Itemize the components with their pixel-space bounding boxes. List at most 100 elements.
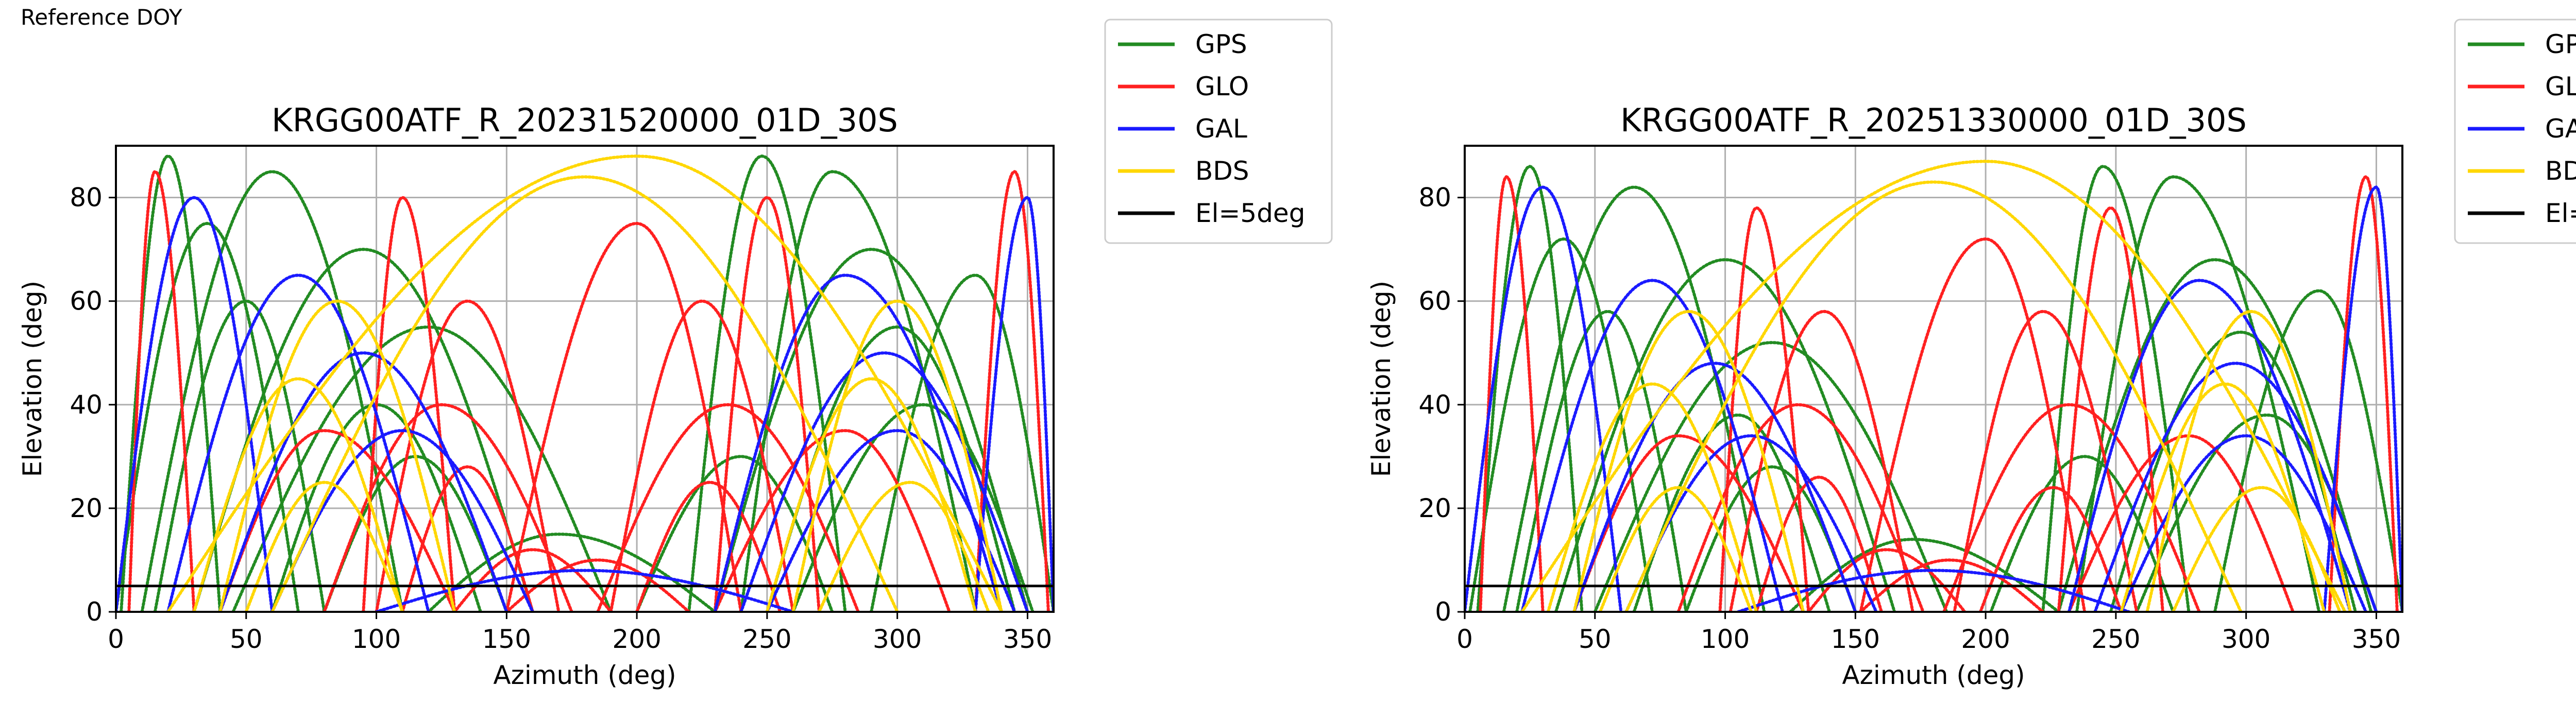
y-tick-label: 40 xyxy=(1418,390,1451,420)
arc-glo-13 xyxy=(974,170,1050,612)
arc-bds-4 xyxy=(791,299,1003,612)
legend-box xyxy=(2454,19,2576,244)
x-axis-label: Azimuth (deg) xyxy=(1842,660,2025,690)
y-tick-label: 20 xyxy=(70,493,103,523)
arc-gps-11 xyxy=(791,403,1035,612)
legend-label-4: El=5deg xyxy=(2545,198,2576,228)
legend-label-1: GLO xyxy=(2545,72,2576,101)
x-tick-label: 350 xyxy=(2352,624,2401,654)
arc-glo-10 xyxy=(218,429,456,612)
arc-glo-12 xyxy=(127,170,196,612)
x-tick-label: 300 xyxy=(873,624,922,654)
arc-bds-3 xyxy=(2120,382,2326,612)
arc-bds-2 xyxy=(244,481,404,612)
arc-gal-7 xyxy=(974,196,1054,612)
arc-gal-4 xyxy=(2093,362,2378,612)
arc-gal-7 xyxy=(2323,185,2402,612)
arc-glo-9 xyxy=(635,481,782,612)
arc-glo-6 xyxy=(1807,548,1967,612)
x-tick-label: 50 xyxy=(230,624,263,654)
arc-gal-6 xyxy=(1465,185,1623,612)
chart-1: 0 50 100 150 200 250 300 350 0 20 40 60 80 KRGG00ATF_… xyxy=(18,19,1333,690)
x-tick-label: 100 xyxy=(352,624,401,654)
figure-text: Reference DOY xyxy=(21,5,182,30)
y-tick-label: 80 xyxy=(70,183,103,213)
data-layer xyxy=(1465,160,2402,612)
legend-box xyxy=(1104,19,1333,244)
arc-bds-1 xyxy=(1572,310,1805,612)
series-bds xyxy=(166,155,1003,612)
arc-glo-14 xyxy=(1859,237,2087,612)
arc-gps-9 xyxy=(713,248,1029,612)
arc-bds-0 xyxy=(192,377,404,612)
arc-gal-8 xyxy=(1736,569,2131,612)
legend-label-1: GLO xyxy=(1195,72,1249,101)
arc-gps-15 xyxy=(635,455,834,612)
x-tick-label: 50 xyxy=(1579,624,1612,654)
y-axis-label: Elevation (deg) xyxy=(1366,281,1396,477)
x-tick-label: 0 xyxy=(1456,624,1473,654)
arc-gps-1 xyxy=(140,170,404,612)
arc-gps-12 xyxy=(2041,165,2191,612)
series-glo xyxy=(127,170,1050,612)
arc-gal-3 xyxy=(713,273,1003,612)
arc-glo-0 xyxy=(1718,206,1810,612)
series-gps xyxy=(116,154,1054,612)
x-tick-label: 150 xyxy=(1831,624,1880,654)
arc-gps-1 xyxy=(1502,185,1766,612)
arc-bds-7 xyxy=(1624,180,2243,612)
y-tick-label: 60 xyxy=(1418,286,1451,316)
arc-gal-6 xyxy=(116,196,274,612)
arc-glo-8 xyxy=(401,465,534,612)
arc-gps-8 xyxy=(739,170,977,612)
arc-glo-9 xyxy=(1979,486,2123,612)
arc-glo-8 xyxy=(1755,475,1883,612)
arc-bds-5 xyxy=(818,481,990,612)
arc-gps-6 xyxy=(1515,310,1688,612)
y-axis-label: Elevation (deg) xyxy=(18,281,47,477)
axes-frame xyxy=(1464,145,2403,613)
arc-gal-0 xyxy=(166,273,430,612)
arc-gps-10 xyxy=(2109,330,2357,612)
arc-glo-4 xyxy=(609,299,795,612)
plots-container: 0 50 100 150 200 250 300 350 0 20 40 60 80 KRGG00ATF_… xyxy=(18,19,2576,690)
x-tick-label: 350 xyxy=(1003,624,1052,654)
arc-gps-2 xyxy=(1554,258,1896,612)
arc-bds-2 xyxy=(1598,486,1753,612)
x-tick-label: 200 xyxy=(1961,624,2010,654)
y-tick-label: 60 xyxy=(70,286,103,316)
arc-gal-0 xyxy=(1520,279,1784,612)
arc-gps-9 xyxy=(2057,258,2373,612)
arc-bds-6 xyxy=(166,155,1003,612)
axes-frame xyxy=(115,145,1055,613)
arc-gps-12 xyxy=(687,155,847,612)
arc-glo-4 xyxy=(1953,310,2139,612)
chart-2: 0 50 100 150 200 250 300 350 0 20 40 60 80 KRGG00ATF_… xyxy=(1366,19,2576,690)
data-layer xyxy=(116,154,1054,612)
arc-bds-6 xyxy=(1520,160,2347,612)
legend-label-2: GAL xyxy=(2545,114,2576,144)
arc-glo-1 xyxy=(375,299,561,612)
legend-label-4: El=5deg xyxy=(1195,198,1305,228)
arc-gps-14 xyxy=(1788,538,2060,612)
arc-glo-6 xyxy=(453,548,613,612)
legend-label-3: BDS xyxy=(1195,156,1249,186)
x-tick-label: 150 xyxy=(482,624,531,654)
series-bds xyxy=(1520,160,2352,612)
y-tick-label: 80 xyxy=(1418,183,1451,213)
x-axis-label: Azimuth (deg) xyxy=(493,660,676,690)
legend-label-0: GPS xyxy=(2545,29,2576,59)
series-gal xyxy=(1465,185,2402,612)
y-tick-label: 0 xyxy=(86,597,103,627)
arc-bds-0 xyxy=(1546,382,1758,612)
series-gps xyxy=(1468,165,2402,612)
arc-gps-3 xyxy=(1593,341,1948,612)
arc-gps-13 xyxy=(2213,289,2402,612)
arc-gal-3 xyxy=(2067,279,2352,612)
arc-gal-5 xyxy=(2120,434,2368,612)
x-tick-label: 250 xyxy=(2091,624,2140,654)
chart-title: KRGG00ATF_R_20231520000_01D_30S xyxy=(272,101,898,139)
arc-gal-2 xyxy=(270,429,534,612)
arc-gal-4 xyxy=(739,351,1029,612)
legend-label-3: BDS xyxy=(2545,156,2576,186)
